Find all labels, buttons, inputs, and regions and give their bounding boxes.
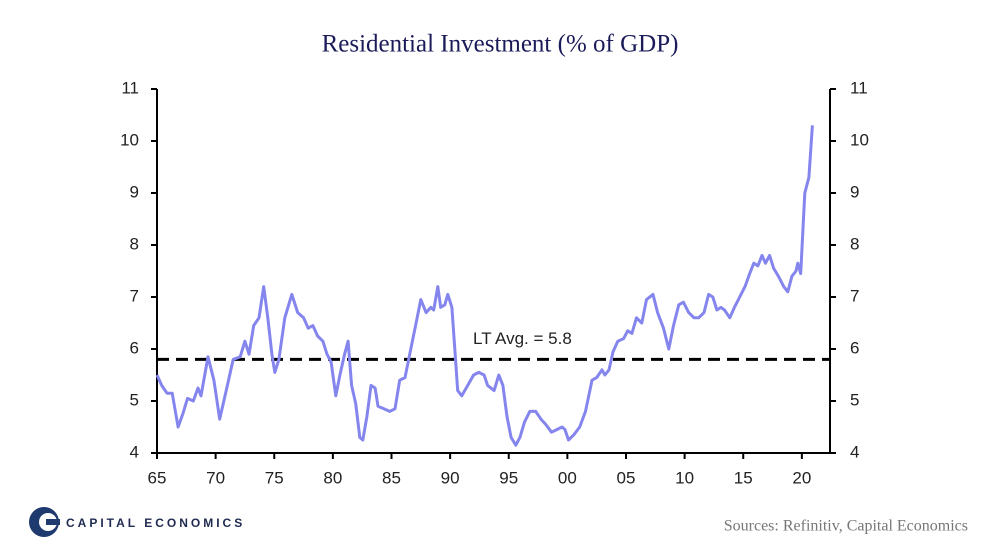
x-tick-label: 15 <box>734 468 753 487</box>
chart-title: Residential Investment (% of GDP) <box>322 31 679 58</box>
x-tick-label: 80 <box>323 468 342 487</box>
y2-tick-label: 9 <box>850 182 859 201</box>
logo <box>29 507 60 537</box>
y-tick-label: 8 <box>130 234 139 253</box>
y-tick-label: 11 <box>121 78 139 97</box>
y2-tick-label: 5 <box>850 390 859 409</box>
x-tick-label: 05 <box>617 468 636 487</box>
data-line <box>155 125 814 447</box>
y2-tick-label: 4 <box>850 442 859 461</box>
x-tick-label: 20 <box>792 468 811 487</box>
y-tick-label: 6 <box>130 338 139 357</box>
y-tick-label: 5 <box>130 390 139 409</box>
x-tick-label: 70 <box>206 468 225 487</box>
logo-text: CAPITAL ECONOMICS <box>66 516 245 530</box>
y-tick-label: 4 <box>130 442 139 461</box>
x-tick-label: 90 <box>441 468 460 487</box>
x-tick-label: 00 <box>558 468 577 487</box>
x-tick-label: 85 <box>382 468 401 487</box>
source: Sources: Refinitiv, Capital Economics <box>724 518 968 535</box>
x-tick-label: 75 <box>265 468 284 487</box>
y2-tick-label: 10 <box>850 130 869 149</box>
y-tick-label: 10 <box>120 130 139 149</box>
y2-tick-label: 8 <box>850 234 859 253</box>
x-tick-label: 95 <box>499 468 518 487</box>
y2-tick-label: 6 <box>850 338 859 357</box>
y2-tick-label: 11 <box>850 78 868 97</box>
x-tick-label: 10 <box>675 468 694 487</box>
average-label: LT Avg. = 5.8 <box>473 329 572 348</box>
x-tick-label: 65 <box>148 468 167 487</box>
y-tick-label: 7 <box>130 286 139 305</box>
y2-tick-label: 7 <box>850 286 859 305</box>
y-tick-label: 9 <box>130 182 139 201</box>
